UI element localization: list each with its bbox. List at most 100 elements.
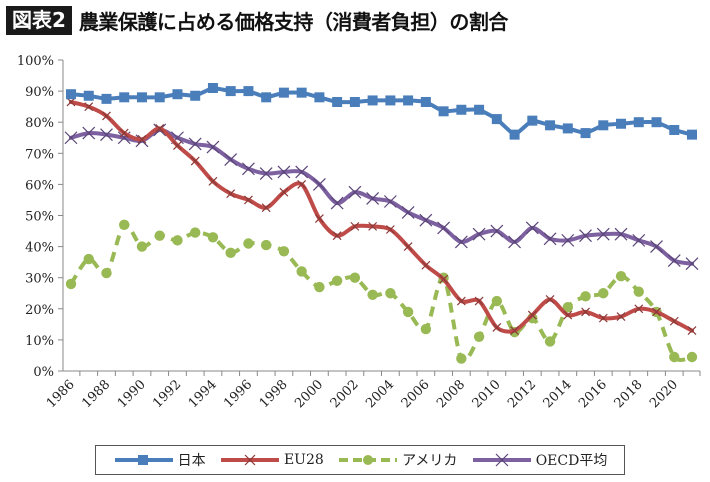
data-point-eu28: [456, 296, 466, 306]
y-tick-label: 90%: [25, 85, 54, 100]
series-oecd: [64, 123, 699, 271]
data-point-oecd: [561, 233, 575, 247]
data-point-usa: [331, 275, 343, 287]
data-point-usa: [101, 267, 112, 279]
series-usa: [65, 219, 698, 364]
data-point-eu28: [598, 313, 608, 323]
data-point-usa: [314, 281, 325, 293]
legend-label-eu28: EU28: [283, 452, 324, 468]
data-point-japan: [332, 96, 343, 107]
data-point-eu28: [421, 260, 431, 270]
x-tick-label: 2008: [434, 377, 468, 411]
y-tick-label: 0%: [33, 365, 54, 380]
x-tick-label: 2004: [363, 377, 397, 411]
y-tick-label: 20%: [25, 303, 54, 318]
data-point-usa: [580, 291, 591, 302]
legend-swatch-eu28: [220, 454, 279, 466]
data-point-eu28: [261, 203, 271, 213]
data-point-eu28: [492, 323, 502, 332]
data-point-eu28: [403, 242, 413, 252]
x-axis-ticks: 1986 1988 1990 1992 1994 1996 1998 2000 2002 2004…: [44, 371, 701, 411]
data-point-usa: [278, 246, 290, 257]
data-point-oecd: [419, 213, 433, 227]
data-point-eu28: [474, 296, 484, 306]
data-point-usa: [225, 247, 236, 259]
data-point-eu28: [190, 156, 200, 166]
x-tick-label: 1998: [257, 377, 291, 411]
data-point-usa: [669, 351, 680, 363]
data-point-oecd: [64, 131, 78, 145]
legend: 日本 EU28 アメリカ OECD平均: [95, 445, 625, 475]
data-point-japan: [83, 90, 94, 101]
data-point-oecd: [543, 232, 557, 246]
data-point-oecd: [224, 153, 238, 166]
x-tick-label: 2020: [647, 377, 681, 411]
data-point-usa: [491, 295, 503, 307]
x-tick-label: 2002: [328, 377, 362, 411]
y-tick-label: 70%: [25, 147, 54, 162]
data-point-eu28: [368, 221, 378, 231]
data-point-japan: [545, 120, 556, 131]
data-point-oecd: [472, 227, 486, 241]
data-point-oecd: [277, 165, 291, 179]
data-point-eu28: [84, 102, 94, 112]
data-point-japan: [119, 92, 130, 103]
data-point-japan: [367, 95, 378, 106]
data-point-japan: [616, 118, 627, 129]
data-point-oecd: [82, 126, 96, 140]
data-point-oecd: [242, 162, 255, 176]
legend-label-usa: アメリカ: [402, 453, 458, 469]
data-point-japan: [154, 92, 165, 103]
x-tick-label: 2010: [470, 377, 504, 411]
data-point-oecd: [100, 128, 113, 142]
data-point-eu28: [137, 134, 147, 144]
legend-item-eu28: EU28: [219, 452, 324, 468]
data-point-oecd: [650, 240, 663, 254]
data-point-eu28: [385, 225, 395, 234]
data-point-japan: [580, 128, 591, 139]
series-group: [64, 82, 699, 364]
legend-label-japan: 日本: [177, 453, 206, 469]
data-point-oecd: [632, 233, 646, 247]
data-point-eu28: [226, 189, 236, 199]
legend-item-japan: 日本: [113, 450, 206, 470]
data-point-eu28: [119, 128, 129, 138]
chart-title-row: 図表2 農業保護に占める価格支持（消費者負担）の割合: [6, 5, 508, 35]
data-point-oecd: [667, 254, 681, 268]
data-point-eu28: [527, 310, 537, 320]
data-point-oecd: [366, 191, 380, 205]
figure-badge: 図表2: [6, 5, 72, 35]
line-chart: 0%10%20%30%40%50%60%70%80%90%100% 1986 19…: [17, 54, 701, 411]
data-point-japan: [456, 104, 467, 115]
data-point-japan: [101, 93, 112, 104]
data-point-oecd: [596, 227, 610, 241]
x-tick-label: 2018: [612, 377, 646, 411]
data-point-usa: [243, 238, 254, 249]
y-tick-label: 100%: [17, 54, 54, 69]
data-point-usa: [633, 286, 644, 297]
data-point-japan: [225, 86, 236, 97]
chart-title: 農業保護に占める価格支持（消費者負担）の割合: [78, 9, 509, 34]
x-tick-label: 2006: [399, 377, 433, 411]
data-point-usa: [456, 353, 467, 364]
data-point-japan: [296, 87, 307, 98]
data-point-oecd: [348, 185, 362, 199]
data-point-oecd: [259, 167, 273, 180]
data-point-usa: [207, 232, 219, 243]
data-point-oecd: [295, 165, 309, 179]
y-tick-label: 40%: [25, 241, 54, 256]
data-point-oecd: [206, 140, 220, 154]
data-point-usa: [83, 253, 94, 265]
data-point-eu28: [439, 274, 449, 284]
data-point-japan: [420, 96, 431, 107]
data-point-japan: [261, 92, 272, 103]
data-point-japan: [243, 86, 254, 97]
data-point-usa: [296, 266, 307, 277]
data-point-japan: [687, 129, 697, 140]
axes: [62, 60, 700, 372]
y-tick-label: 50%: [25, 210, 54, 225]
x-tick-label: 1994: [186, 377, 220, 411]
legend-item-usa: アメリカ: [337, 450, 457, 470]
data-point-oecd: [490, 224, 504, 238]
data-point-eu28: [332, 231, 342, 241]
